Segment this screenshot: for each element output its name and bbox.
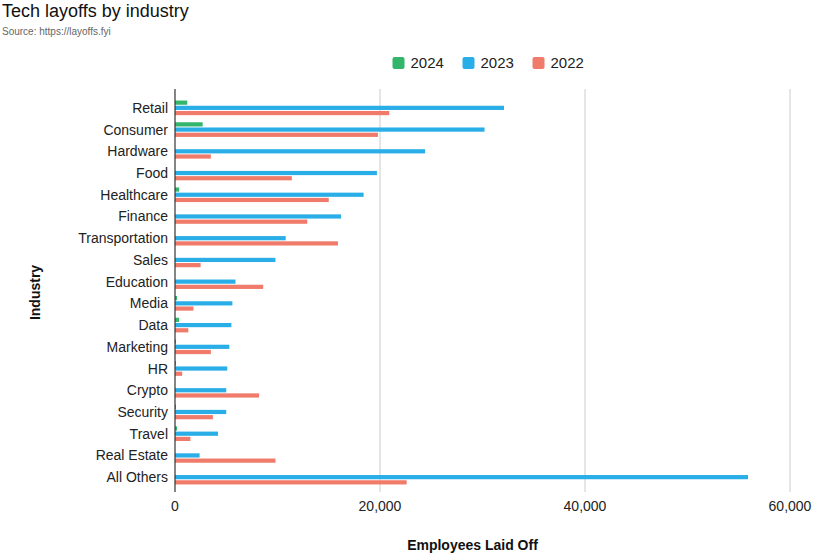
- grid: [380, 89, 790, 492]
- bar: [175, 236, 286, 240]
- category-label: Consumer: [103, 122, 168, 138]
- bar: [175, 280, 235, 284]
- category-label: HR: [148, 361, 168, 377]
- bar: [175, 318, 179, 322]
- category-label: Healthcare: [100, 187, 168, 203]
- bar: [175, 459, 275, 463]
- bar: [175, 301, 232, 305]
- axis-line: [174, 89, 175, 492]
- bar: [175, 193, 364, 197]
- bar: [175, 285, 263, 289]
- legend-label: 2023: [481, 54, 514, 71]
- tick-label: 20,000: [359, 498, 402, 514]
- bar: [175, 106, 504, 110]
- subtitle: Source: https://layoffs.fyi: [2, 26, 111, 37]
- category-label: Crypto: [127, 382, 168, 398]
- bar: [175, 122, 203, 126]
- category-label: Finance: [118, 208, 168, 224]
- bar: [175, 263, 201, 267]
- grid-line: [790, 89, 791, 492]
- bar: [175, 220, 307, 224]
- bar: [175, 187, 179, 191]
- legend-label: 2022: [551, 54, 584, 71]
- category-label: Hardware: [107, 143, 168, 159]
- bar: [175, 258, 275, 262]
- grid-line: [585, 89, 586, 492]
- bar: [175, 345, 229, 349]
- legend-swatch: [533, 57, 545, 69]
- bar: [175, 241, 338, 245]
- category-label: Data: [138, 317, 168, 333]
- category-label: Transportation: [78, 230, 168, 246]
- bar: [175, 350, 211, 354]
- bar: [175, 111, 389, 115]
- category-label: Security: [117, 404, 168, 420]
- x-axis-label: Employees Laid Off: [407, 537, 538, 553]
- legend-swatch: [393, 57, 405, 69]
- legend-label: 2024: [411, 54, 444, 71]
- bar: [175, 198, 329, 202]
- bar: [175, 171, 377, 175]
- tick-label: 0: [171, 498, 179, 514]
- bar: [175, 437, 190, 441]
- chart: Tech layoffs by industry Source: https://…: [0, 0, 828, 557]
- bar: [175, 366, 227, 370]
- category-label: Marketing: [107, 339, 168, 355]
- bar: [175, 154, 211, 158]
- category-label: All Others: [107, 469, 168, 485]
- bar: [175, 323, 231, 327]
- bar: [175, 453, 200, 457]
- bars: [175, 101, 748, 485]
- bar: [175, 388, 226, 392]
- y-axis-label: Industry: [27, 265, 43, 320]
- category-label: Real Estate: [96, 447, 169, 463]
- bar: [175, 214, 341, 218]
- category-label: Education: [106, 274, 168, 290]
- bar: [175, 475, 748, 479]
- tick-label: 40,000: [564, 498, 607, 514]
- bar: [175, 149, 425, 153]
- bar: [175, 393, 259, 397]
- title: Tech layoffs by industry: [2, 1, 189, 21]
- bar: [175, 432, 218, 436]
- bar: [175, 410, 226, 414]
- category-label: Travel: [130, 426, 168, 442]
- legend-swatch: [463, 57, 475, 69]
- bar: [175, 101, 187, 105]
- category-label: Media: [130, 295, 168, 311]
- legend: 2024 2023 2022: [393, 54, 584, 71]
- tick-label: 60,000: [769, 498, 812, 514]
- category-label: Sales: [133, 252, 168, 268]
- bar: [175, 328, 188, 332]
- bar: [175, 306, 193, 310]
- bar: [175, 372, 182, 376]
- bar: [175, 176, 292, 180]
- category-label: Food: [136, 165, 168, 181]
- category-label: Retail: [132, 100, 168, 116]
- bar: [175, 480, 407, 484]
- bar: [175, 133, 378, 137]
- bar: [175, 127, 485, 131]
- bar: [175, 415, 213, 419]
